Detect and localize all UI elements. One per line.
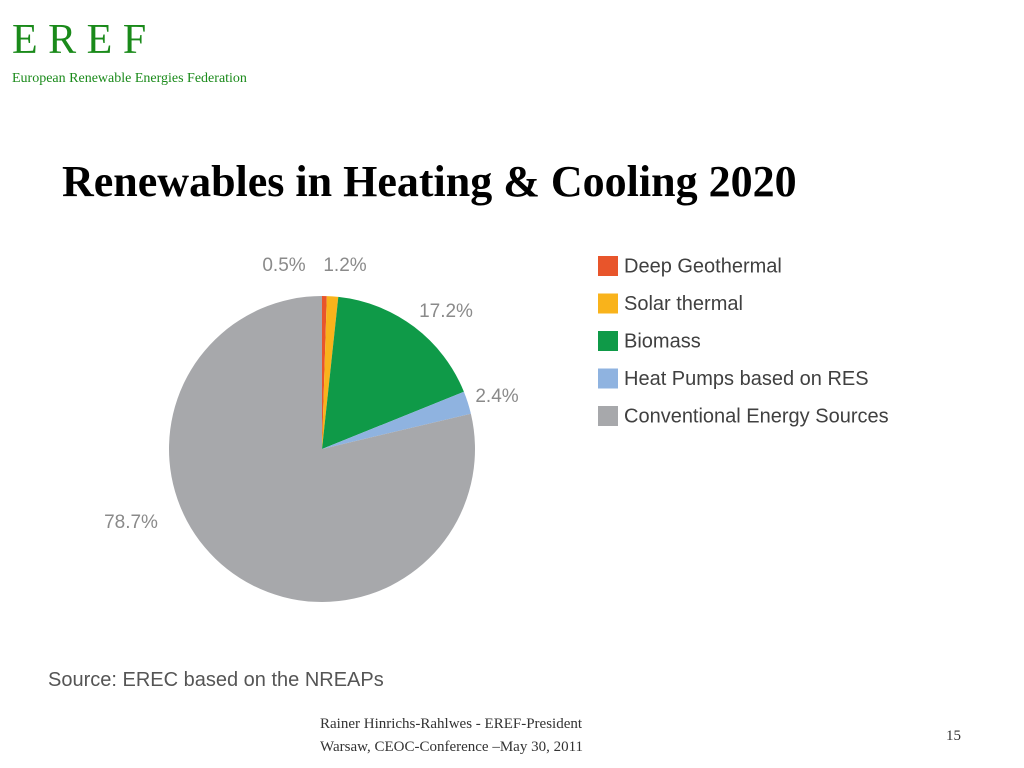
legend-swatch xyxy=(598,368,618,389)
legend: Deep Geothermal Solar thermal Biomass Heat … xyxy=(598,255,889,427)
legend-label: Conventional Energy Sources xyxy=(624,405,889,427)
logo: E R E F xyxy=(12,17,146,63)
legend-swatch xyxy=(598,406,618,426)
data-label: 1.2% xyxy=(323,255,366,276)
pie-slice xyxy=(322,391,471,449)
data-label: 2.4% xyxy=(475,386,518,407)
legend-label: Heat Pumps based on RES xyxy=(624,368,869,390)
pie-slice xyxy=(322,296,327,449)
pie-slice xyxy=(168,296,475,602)
legend-swatch xyxy=(598,331,618,351)
page-number: 15 xyxy=(946,728,961,744)
legend-label: Deep Geothermal xyxy=(624,255,782,277)
legend-swatch xyxy=(598,256,618,276)
slide-title: Renewables in Heating & Cooling 2020 xyxy=(62,157,797,206)
pie-slice xyxy=(322,296,464,449)
pie-slice xyxy=(322,296,339,449)
pie-chart: 0.5% 1.2% 17.2% 2.4% 78.7% xyxy=(104,255,519,602)
legend-label: Biomass xyxy=(624,330,701,352)
data-label: 78.7% xyxy=(104,512,158,533)
legend-swatch xyxy=(598,293,618,314)
data-label: 17.2% xyxy=(419,301,473,322)
footer-line: Rainer Hinrichs-Rahlwes - EREF-President xyxy=(320,716,583,732)
org-name: European Renewable Energies Federation xyxy=(12,71,247,86)
source: Source: EREC based on the NREAPs xyxy=(48,669,384,691)
footer-line: Warsaw, CEOC-Conference –May 30, 2011 xyxy=(320,739,583,755)
legend-label: Solar thermal xyxy=(624,293,743,315)
data-label: 0.5% xyxy=(262,255,305,276)
